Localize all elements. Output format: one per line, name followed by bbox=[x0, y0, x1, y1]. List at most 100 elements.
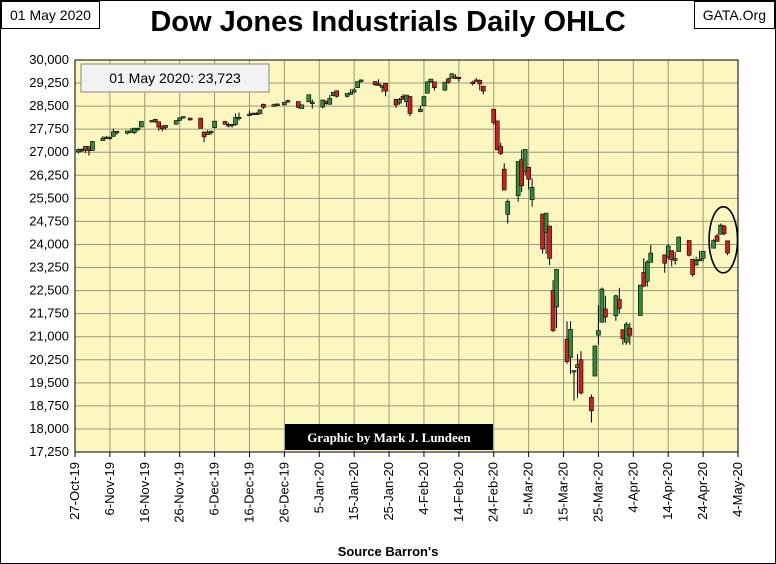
candle-body bbox=[501, 168, 507, 191]
candle-body bbox=[111, 131, 116, 137]
candle-body bbox=[721, 225, 727, 235]
candle-body bbox=[571, 370, 577, 373]
candle-body bbox=[676, 236, 681, 252]
y-tick-label: 18,000 bbox=[29, 421, 69, 436]
candle-body bbox=[173, 120, 179, 125]
candle-body bbox=[418, 108, 423, 112]
plot-border bbox=[74, 59, 739, 453]
candle-body bbox=[296, 101, 301, 108]
candle-body bbox=[637, 284, 643, 316]
candle-body bbox=[554, 269, 559, 308]
candle-body bbox=[494, 120, 500, 151]
candle-body bbox=[519, 159, 524, 187]
candle-body bbox=[589, 396, 594, 412]
candle-body bbox=[344, 93, 350, 97]
candle-body bbox=[505, 201, 510, 215]
candle-body bbox=[697, 258, 702, 262]
candle-body bbox=[669, 250, 675, 261]
x-tick-label: 5-Jan-20 bbox=[311, 462, 326, 513]
candle-body bbox=[285, 100, 291, 103]
source-label: Source Barron's bbox=[337, 544, 439, 559]
candle-body bbox=[152, 119, 158, 122]
candle-body bbox=[550, 290, 556, 331]
candle-body bbox=[449, 73, 455, 79]
x-tick-label: 4-Feb-20 bbox=[416, 462, 431, 515]
candle-body bbox=[477, 79, 483, 85]
candle-body bbox=[282, 102, 287, 106]
candle-body bbox=[135, 127, 141, 131]
candle-body bbox=[372, 81, 378, 85]
y-axis-ticks: 17,250 18,000 18,750 19,500 20,250 21,000 21,7… bbox=[29, 52, 69, 459]
x-tick-label: 6-Dec-19 bbox=[207, 462, 222, 515]
annotation-text: 01 May 2020: 23,723 bbox=[109, 70, 241, 86]
candle-body bbox=[522, 149, 528, 172]
candle-body bbox=[236, 116, 242, 119]
candle-body bbox=[257, 109, 263, 115]
x-tick-label: 15-Mar-20 bbox=[556, 462, 571, 522]
candle-body bbox=[233, 117, 238, 125]
y-tick-label: 29,250 bbox=[29, 75, 69, 90]
x-axis-ticks: 27-Oct-19 6-Nov-19 16-Nov-19 26-Nov-19 6-Dec… bbox=[67, 452, 745, 523]
y-tick-label: 21,750 bbox=[29, 306, 69, 321]
x-tick-label: 24-Apr-20 bbox=[695, 462, 710, 520]
candle-body bbox=[428, 78, 434, 82]
candles bbox=[76, 73, 730, 423]
candle-body bbox=[306, 94, 312, 103]
y-tick-label: 28,500 bbox=[29, 98, 69, 113]
candle-body bbox=[568, 329, 573, 358]
candle-body bbox=[351, 89, 357, 93]
candle-body bbox=[529, 186, 535, 200]
candle-body bbox=[100, 137, 106, 141]
candle-body bbox=[498, 146, 504, 154]
candle-body bbox=[592, 345, 598, 377]
candle-body bbox=[578, 359, 584, 394]
candle-body bbox=[470, 81, 476, 84]
candle-body bbox=[603, 308, 608, 318]
candle-body bbox=[198, 117, 203, 129]
y-tick-label: 22,500 bbox=[29, 283, 69, 298]
y-tick-label: 24,750 bbox=[29, 213, 69, 228]
candle-body bbox=[662, 254, 668, 264]
candle-body bbox=[690, 258, 695, 275]
candle-body bbox=[599, 288, 605, 323]
candle-body bbox=[107, 136, 113, 139]
y-tick-label: 19,500 bbox=[29, 375, 69, 390]
candle-body bbox=[163, 125, 169, 128]
candle-body bbox=[491, 108, 497, 124]
candle-body bbox=[327, 98, 333, 105]
candle-body bbox=[177, 117, 182, 121]
candle-body bbox=[547, 225, 552, 259]
x-tick-label: 25-Jan-20 bbox=[381, 462, 396, 521]
candle-body bbox=[596, 330, 601, 336]
candle-body bbox=[617, 299, 622, 309]
candle-body bbox=[442, 81, 448, 91]
candle-body bbox=[644, 261, 650, 282]
candle-body bbox=[208, 131, 214, 134]
candle-body bbox=[229, 123, 235, 127]
candle-body bbox=[672, 258, 678, 261]
credit-text: Graphic by Mark J. Lundeen bbox=[307, 430, 471, 445]
x-tick-label: 16-Nov-19 bbox=[137, 462, 152, 523]
y-tick-label: 25,500 bbox=[29, 190, 69, 205]
site-label: GATA.Org bbox=[693, 1, 775, 29]
credit-box: Graphic by Mark J. Lundeen bbox=[285, 424, 493, 450]
candle-body bbox=[299, 104, 305, 109]
candle-body bbox=[421, 96, 427, 106]
candle-body bbox=[187, 117, 193, 121]
x-tick-label: 4-Apr-20 bbox=[625, 462, 640, 513]
candle-body bbox=[348, 92, 353, 95]
candle-body bbox=[376, 83, 381, 86]
candle-body bbox=[358, 79, 364, 82]
candle-body bbox=[261, 103, 266, 108]
y-tick-label: 26,250 bbox=[29, 167, 69, 182]
candle-body bbox=[407, 96, 413, 114]
candle-body bbox=[686, 240, 692, 256]
x-tick-label: 15-Jan-20 bbox=[346, 462, 361, 521]
candle-body bbox=[648, 252, 654, 263]
candle-body bbox=[397, 99, 402, 104]
candle-body bbox=[114, 131, 120, 134]
candle-body bbox=[543, 212, 549, 233]
plot-area bbox=[75, 60, 738, 452]
y-tick-label: 23,250 bbox=[29, 260, 69, 275]
